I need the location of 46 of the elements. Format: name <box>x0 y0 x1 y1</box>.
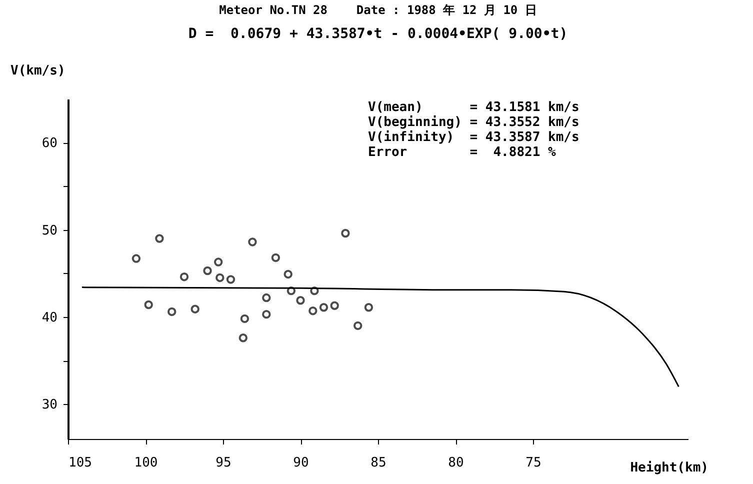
y-tick-label: 40 <box>42 310 58 326</box>
point <box>190 304 200 314</box>
point <box>271 253 280 262</box>
chart-title: Meteor No.TN 28 Date : 1988 年 12 月 10 日 <box>219 3 537 17</box>
point <box>203 266 212 276</box>
point <box>226 275 236 284</box>
point <box>262 293 271 302</box>
point <box>310 286 319 296</box>
point <box>341 228 350 238</box>
y-tick-label: 30 <box>42 398 58 413</box>
point <box>248 238 257 246</box>
point <box>144 300 153 310</box>
y-tick-label: 60 <box>42 136 58 152</box>
point <box>180 272 189 282</box>
point <box>262 310 271 319</box>
y-axis-title: V(km/s) <box>10 64 66 78</box>
annotation: Error = 4.8821 % <box>368 145 556 160</box>
point <box>238 334 248 342</box>
point <box>240 314 250 324</box>
point <box>155 234 164 243</box>
x-tick-label: 100 <box>134 456 158 470</box>
point <box>132 254 141 263</box>
x-tick-label: 85 <box>370 456 386 470</box>
annotation: V(beginning) = 43.3552 km/s <box>368 115 580 130</box>
point <box>330 301 339 310</box>
x-tick-label: 90 <box>293 456 309 470</box>
x-tick-label: 80 <box>448 456 464 470</box>
point <box>364 303 374 312</box>
point <box>319 303 328 312</box>
x-tick-label: 75 <box>526 456 542 470</box>
point <box>284 270 292 279</box>
point <box>308 306 318 316</box>
annotation: V(infinity) = 43.3587 km/s <box>368 130 580 145</box>
point <box>296 296 305 305</box>
y-tick-label: 50 <box>42 223 58 238</box>
point <box>353 321 362 330</box>
x-axis-title: Height(km) <box>630 460 708 476</box>
x-tick-label: 95 <box>216 456 232 470</box>
point <box>286 286 296 296</box>
chart-subtitle: D = 0.0679 + 43.3587•t - 0.0004•EXP( 9.00•t) <box>188 26 568 42</box>
annotation: V(mean) = 43.1581 km/s <box>368 100 580 115</box>
x-tick-label: 105 <box>68 456 92 470</box>
point <box>216 273 224 282</box>
line-series <box>81 286 680 388</box>
point <box>214 258 223 266</box>
point <box>167 307 176 316</box>
